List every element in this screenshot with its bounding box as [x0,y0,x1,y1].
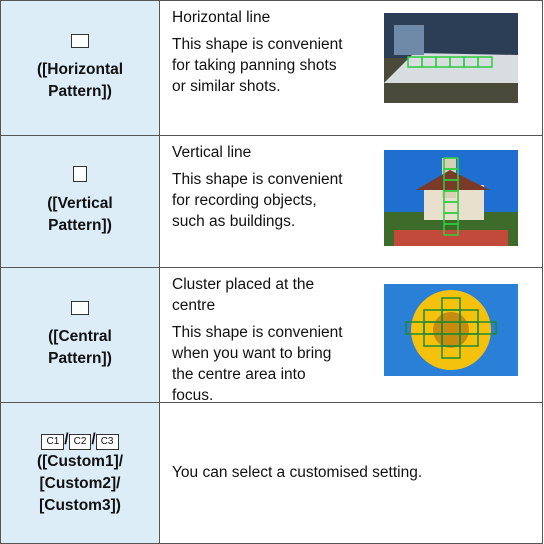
label-cell: C1/C2/C3 ([Custom1]/ [Custom2]/ [Custom3… [0,402,160,544]
label: ([Horizontal Pattern]) [36,60,124,100]
icons: C1/C2/C3 [1,429,159,451]
content-cell: Cluster placed at the centre This shape i… [159,267,543,406]
separator: / [91,431,96,448]
photo [384,150,518,246]
icon [71,33,89,48]
icon [73,166,87,182]
title: Horizontal line [172,9,271,26]
title: Cluster placed at the centre [172,276,315,314]
photo [384,284,518,376]
photo [384,13,518,103]
label-cell: ([Horizontal Pattern]) [0,0,160,136]
text: Horizontal line This shape is convenient … [172,7,344,97]
text: Cluster placed at the centre This shape i… [172,274,344,406]
row: ([Horizontal Pattern]) Horizontal line Th… [0,0,543,136]
label-cell: ([Vertical Pattern]) [0,135,160,268]
icon [71,300,89,315]
text: Vertical line This shape is convenient fo… [172,142,344,232]
description: This shape is convenient for taking pann… [172,36,343,95]
label: ([Central Pattern]) [48,327,112,367]
description: You can select a customised setting. [172,464,423,481]
row: C1/C2/C3 ([Custom1]/ [Custom2]/ [Custom3… [0,402,543,544]
row: ([Central Pattern]) Cluster placed at th… [0,267,543,406]
custom-icon: C2 [68,434,92,450]
content-cell: You can select a customised setting. [159,402,543,544]
content-cell: Horizontal line This shape is convenient … [159,0,543,136]
custom-icon: C3 [95,434,119,450]
title: Vertical line [172,144,252,161]
description: This shape is convenient for recording o… [172,171,343,230]
description: This shape is convenient when you want t… [172,324,343,404]
row: ([Vertical Pattern]) Vertical line This s… [0,135,543,268]
content-cell: Vertical line This shape is convenient fo… [159,135,543,268]
label: ([Vertical Pattern]) [47,195,113,234]
label-cell: ([Central Pattern]) [0,267,160,403]
custom-icon: C1 [41,434,65,450]
separator: / [64,431,69,448]
label: ([Custom1]/ [Custom2]/ [Custom3]) [36,453,124,514]
